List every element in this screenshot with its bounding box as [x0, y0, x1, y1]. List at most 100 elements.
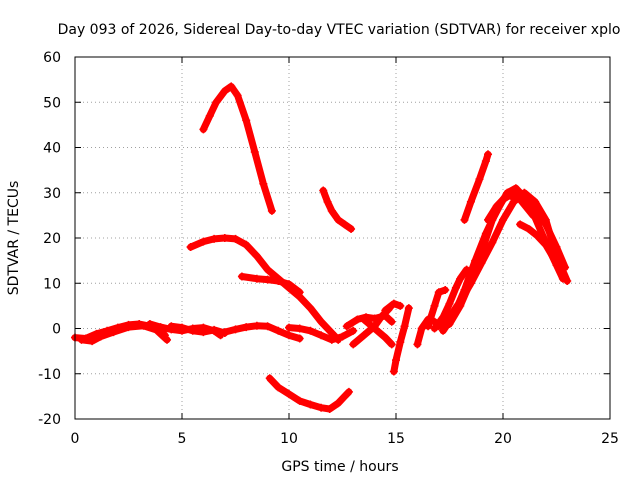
data-point — [167, 322, 176, 331]
data-point — [466, 276, 475, 285]
data-point — [340, 220, 349, 229]
data-point — [156, 323, 165, 332]
data-point — [484, 215, 493, 224]
data-point — [210, 234, 219, 243]
data-point — [460, 215, 469, 224]
data-point — [317, 403, 326, 412]
data-point — [417, 324, 426, 333]
grid — [75, 57, 610, 419]
data-point — [558, 274, 567, 283]
data-point — [227, 82, 236, 91]
data-point — [306, 326, 315, 335]
x-tick-label: 25 — [601, 431, 619, 447]
data-point — [220, 234, 229, 242]
data-point — [533, 231, 542, 240]
data-point — [387, 340, 396, 349]
series-arc-18 — [424, 286, 450, 331]
data-point — [404, 304, 413, 313]
data-point — [186, 243, 195, 252]
data-point — [325, 405, 334, 414]
axis-ticks: 0 5 10 15 20 25 -20 -10 0 10 20 30 40 50 60 — [38, 50, 619, 447]
data-point — [445, 319, 454, 328]
data-point — [250, 148, 259, 157]
data-point — [466, 197, 475, 206]
data-point — [205, 111, 214, 120]
data-point — [163, 335, 172, 344]
data-point — [231, 325, 240, 334]
series-trace — [199, 82, 276, 215]
x-tick-label: 0 — [71, 431, 80, 447]
series-arc-2 — [77, 321, 172, 346]
series-trace — [424, 286, 449, 330]
y-axis-label: SDTVAR / TECUs — [6, 181, 22, 296]
series-trace — [319, 187, 355, 233]
data-point — [285, 390, 293, 399]
data-point — [109, 328, 118, 337]
data-point — [349, 326, 358, 335]
data-point — [274, 276, 283, 285]
data-point — [295, 334, 304, 343]
data-point — [145, 319, 154, 328]
data-point — [413, 340, 422, 349]
series-arc-12 — [342, 311, 396, 331]
data-point — [359, 331, 368, 340]
series-arc-16 — [389, 304, 413, 376]
series-arc-8 — [186, 234, 343, 344]
data-point — [252, 252, 261, 261]
data-point — [317, 317, 326, 326]
data-point — [424, 322, 433, 331]
y-tick-label: 10 — [43, 276, 61, 292]
x-axis-label: GPS time / hours — [281, 459, 398, 475]
series-arc-5 — [220, 321, 304, 343]
data-point — [295, 324, 304, 333]
data-point — [96, 332, 105, 341]
data-point — [434, 322, 443, 331]
y-tick-label: 50 — [43, 95, 61, 111]
data-point — [389, 299, 398, 308]
y-tick-label: -20 — [38, 412, 61, 428]
data-point — [434, 288, 443, 297]
series-arc-7 — [199, 82, 276, 215]
data-point — [188, 326, 197, 335]
data-point — [477, 247, 486, 256]
data-point — [267, 206, 276, 215]
data-point — [552, 243, 561, 252]
series-trace — [266, 374, 353, 413]
data-point — [263, 275, 272, 284]
x-tick-label: 10 — [280, 431, 298, 447]
data-point — [220, 86, 229, 95]
data-point — [285, 323, 293, 332]
data-point — [396, 338, 405, 347]
data-point — [396, 301, 405, 310]
data-point — [306, 304, 315, 313]
data-point — [263, 322, 272, 331]
data-point — [524, 224, 533, 233]
data-point — [456, 301, 465, 310]
series-arc-14 — [359, 315, 396, 349]
x-tick-label: 20 — [494, 431, 512, 447]
data-point — [285, 280, 293, 289]
data-point — [295, 396, 304, 405]
data-point — [516, 220, 525, 229]
plot-area — [71, 82, 572, 414]
data-point — [389, 367, 398, 376]
data-point — [88, 337, 97, 346]
data-point — [439, 326, 448, 335]
series-arc-23 — [460, 150, 493, 224]
data-point — [263, 265, 272, 274]
data-point — [323, 197, 332, 206]
series-arc-15 — [381, 299, 405, 315]
data-point — [445, 299, 454, 308]
data-point — [231, 234, 240, 243]
data-point — [359, 315, 368, 324]
series-arc-9 — [237, 272, 304, 297]
y-tick-label: 60 — [43, 50, 61, 66]
y-tick-label: 20 — [43, 231, 61, 247]
data-point — [252, 274, 261, 283]
data-point — [344, 387, 353, 396]
data-point — [259, 179, 268, 188]
plot-frame — [74, 56, 611, 420]
data-point — [237, 272, 246, 281]
data-point — [199, 237, 208, 246]
data-point — [265, 374, 274, 383]
